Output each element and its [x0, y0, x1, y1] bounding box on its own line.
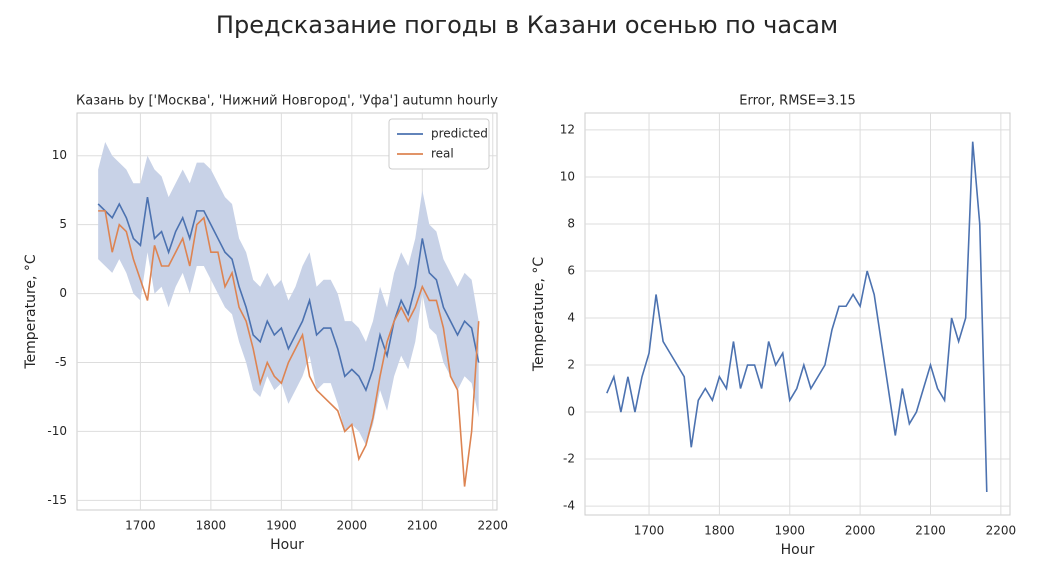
series-line	[98, 210, 480, 487]
y-tick-label: 10	[560, 169, 575, 183]
subplot: -15 -10 -5 0 5 10 1700 1800 1900 2000 2100 2200 Каза…	[23, 94, 508, 554]
x-tick-label: 1700	[634, 524, 665, 538]
x-tick-label: 2000	[337, 519, 368, 533]
x-axis-label: Hour	[781, 542, 815, 558]
y-axis-label: Temperature, °C	[23, 254, 39, 370]
y-tick-label: 10	[52, 148, 67, 162]
y-tick-label: 0	[59, 286, 67, 300]
y-tick-label: 12	[560, 122, 575, 136]
series-line	[606, 141, 988, 492]
y-tick-label: 4	[567, 310, 575, 324]
x-tick-label: 1900	[774, 524, 805, 538]
x-tick-label: 1800	[196, 519, 227, 533]
y-tick-label: -10	[47, 424, 67, 438]
figure-title: Предсказание погоды в Казани осенью по ч…	[216, 11, 838, 39]
series-line	[97, 196, 480, 393]
y-tick-label: -5	[55, 355, 67, 369]
x-tick-label: 1700	[125, 519, 156, 533]
y-tick-label: 0	[567, 405, 575, 419]
y-tick-label: 8	[567, 216, 575, 230]
x-tick-label: 2100	[915, 524, 946, 538]
y-tick-label: -15	[47, 493, 67, 507]
legend-label: real	[431, 147, 454, 161]
x-tick-label: 2000	[845, 524, 876, 538]
subplot-title: Error, RMSE=3.15	[739, 94, 856, 109]
y-tick-label: 6	[567, 263, 575, 277]
subplot: -4 -2 0 2 4 6 8 10 12 1700 1800 1900 2000 2100 2200 Err…	[531, 94, 1016, 559]
subplot-title: Казань by ['Москва', 'Нижний Новгород', …	[76, 94, 498, 109]
x-tick-label: 1900	[266, 519, 297, 533]
x-axis-label: Hour	[270, 537, 304, 553]
x-tick-label: 1800	[704, 524, 735, 538]
confidence-band	[98, 141, 479, 446]
x-tick-label: 2200	[986, 524, 1017, 538]
y-axis-label: Temperature, °C	[531, 257, 547, 373]
y-tick-label: 5	[59, 217, 67, 231]
plot-area	[584, 112, 1011, 516]
x-tick-label: 2200	[477, 519, 508, 533]
legend	[388, 118, 490, 170]
y-tick-label: 2	[567, 358, 575, 372]
legend-label: predicted	[431, 127, 488, 141]
y-tick-label: -2	[563, 452, 575, 466]
x-tick-label: 2100	[407, 519, 438, 533]
y-tick-label: -4	[563, 499, 575, 513]
